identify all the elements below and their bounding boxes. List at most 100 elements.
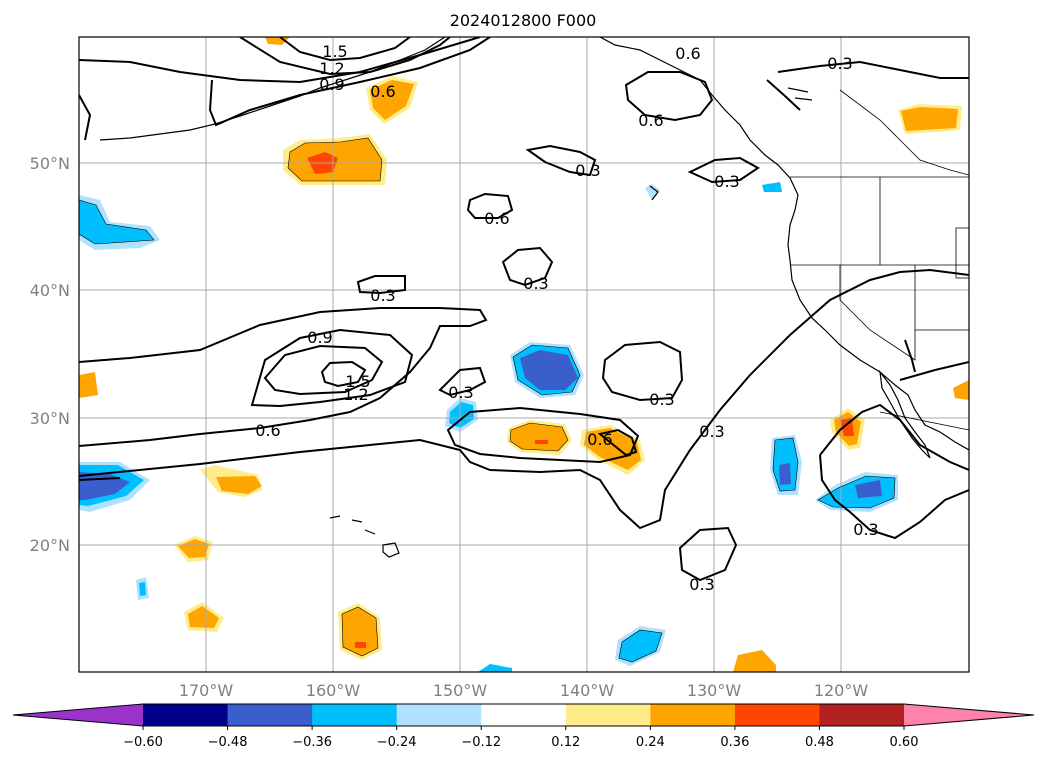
contour-lines <box>79 37 969 582</box>
contour-label: 1.2 <box>343 385 368 404</box>
colorbar-extend-min <box>13 704 143 726</box>
colorbar-segment <box>481 704 567 726</box>
baja-coast <box>879 369 931 459</box>
contour-label: 0.9 <box>319 75 344 94</box>
colorbar-tick-label: 0.60 <box>890 735 919 750</box>
contour-label: 0.6 <box>255 421 280 440</box>
positive-anomaly-patch <box>184 602 224 632</box>
contour-label: 0.3 <box>853 520 878 539</box>
positive-anomaly-patch <box>174 536 213 562</box>
negative-anomaly-patch <box>510 342 584 398</box>
contour-label: 0.3 <box>448 383 473 402</box>
contour-line <box>777 60 969 79</box>
figure-title: 2024012800 F000 <box>450 11 597 30</box>
contour-line <box>356 275 406 295</box>
lon-label-120w: 120°W <box>814 681 869 700</box>
contour-label: 1.2 <box>319 59 344 78</box>
colorbar-tick-label: 0.48 <box>805 735 834 750</box>
colorbar-segment <box>819 704 905 726</box>
positive-anomaly-patch <box>283 134 387 185</box>
negative-anomaly-patch <box>762 182 782 192</box>
contour-line <box>597 428 638 457</box>
colorbar-extend-max <box>904 704 1034 726</box>
lat-label-40n: 40°N <box>30 281 70 300</box>
colorbar-segment <box>565 704 651 726</box>
contour-label: 0.3 <box>714 172 739 191</box>
contour-line <box>624 71 714 122</box>
colorbar-tick-label: −0.60 <box>123 735 163 750</box>
colorbar-segment <box>227 704 313 726</box>
positive-anomaly-patch <box>200 465 262 497</box>
contour-line <box>525 144 597 177</box>
contour-line <box>819 454 969 540</box>
colorbar-segment <box>650 704 736 726</box>
filled-anomalies <box>79 37 969 672</box>
contour-line <box>79 268 969 530</box>
lon-label-140w: 140°W <box>560 681 615 700</box>
lat-label-30n: 30°N <box>30 409 70 428</box>
contour-line <box>904 339 916 373</box>
negative-anomaly-patch <box>645 184 660 200</box>
colorbar: −0.60 −0.48 −0.36 −0.24 −0.12 0.12 0.24 0.36 0.4… <box>12 703 1035 750</box>
contour-label: 0.9 <box>307 328 332 347</box>
lat-label-50n: 50°N <box>30 154 70 173</box>
colorbar-segment <box>312 704 398 726</box>
colorbar-segment <box>143 704 229 726</box>
anomaly-outlines <box>79 137 896 663</box>
negative-anomaly-patch <box>445 398 478 432</box>
negative-anomaly-patch <box>139 582 146 596</box>
contour-line <box>819 403 969 471</box>
contour-line <box>766 79 801 111</box>
contour-label: 0.3 <box>370 286 395 305</box>
contour-label: 0.6 <box>638 111 663 130</box>
island <box>649 185 659 201</box>
contour-label: 0.6 <box>370 82 395 101</box>
latitude-labels: 50°N 40°N 30°N 20°N <box>30 154 70 555</box>
positive-anomaly-patch <box>733 650 776 672</box>
positive-anomaly-patch <box>580 425 645 475</box>
negative-anomaly-patch <box>79 195 160 250</box>
positive-anomaly-patch <box>366 76 418 124</box>
positive-anomaly-patch <box>898 104 962 134</box>
contour-label: 0.3 <box>699 422 724 441</box>
longitude-labels: 170°W 160°W 150°W 140°W 130°W 120°W <box>179 681 869 700</box>
contour-label: 0.6 <box>587 430 612 449</box>
colorbar-tick-label: −0.12 <box>461 735 501 750</box>
colorbar-tick-label: −0.36 <box>292 735 332 750</box>
island <box>787 87 813 101</box>
contour-label: 0.3 <box>649 390 674 409</box>
contour-line <box>79 477 121 481</box>
contour-line <box>687 156 760 184</box>
contour-line <box>320 360 367 388</box>
contour-line <box>501 246 554 287</box>
colorbar-segment <box>734 704 820 726</box>
contour-label: 0.6 <box>675 44 700 63</box>
contour-line <box>79 94 92 141</box>
lon-label-160w: 160°W <box>306 681 361 700</box>
contour-label: 1.5 <box>345 372 370 391</box>
positive-anomaly-patch <box>507 420 572 455</box>
contour-label: 0.3 <box>689 575 714 594</box>
contour-line <box>601 340 684 402</box>
lon-label-170w: 170°W <box>179 681 234 700</box>
contour-label: 0.3 <box>523 274 548 293</box>
contour-line <box>79 307 488 447</box>
contour-label: 0.6 <box>484 209 509 228</box>
lat-label-20n: 20°N <box>30 536 70 555</box>
positive-anomaly-patch <box>338 603 382 660</box>
negative-anomaly-patch <box>478 664 512 672</box>
contour-line <box>466 192 514 219</box>
contour-line <box>438 366 487 397</box>
positive-anomaly-patch <box>953 380 969 400</box>
contour-labels: 1.5 1.2 0.9 0.6 0.6 0.6 0.3 0.6 0.3 0.3 … <box>255 42 878 594</box>
contour-line <box>279 37 411 62</box>
contour-line <box>208 37 491 127</box>
map-frame <box>78 36 970 673</box>
negative-anomaly-patch <box>815 472 898 512</box>
west-coast <box>599 37 969 451</box>
colorbar-tick-label: 0.24 <box>636 735 665 750</box>
lon-label-130w: 130°W <box>687 681 742 700</box>
colorbar-tick-label: 0.36 <box>720 735 749 750</box>
contour-line <box>678 526 738 582</box>
